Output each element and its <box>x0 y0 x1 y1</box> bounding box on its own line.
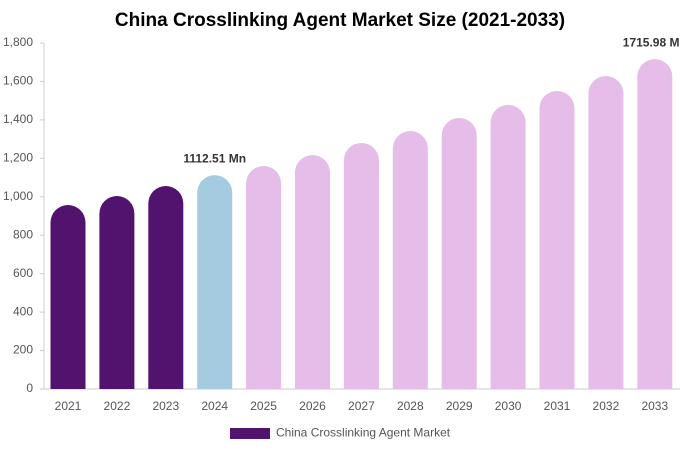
y-tick-label: 800 <box>13 227 33 241</box>
x-tick-label: 2027 <box>348 399 375 413</box>
bar <box>148 186 184 389</box>
x-tick-label: 2021 <box>55 399 82 413</box>
x-tick-label: 2030 <box>495 399 522 413</box>
x-tick-label: 2029 <box>446 399 473 413</box>
y-tick-label: 400 <box>13 304 33 318</box>
y-tick-label: 1,000 <box>3 189 33 203</box>
x-tick-label: 2033 <box>641 399 668 413</box>
y-tick-label: 1,200 <box>3 151 33 165</box>
x-tick-label: 2028 <box>397 399 424 413</box>
bar <box>295 155 330 389</box>
x-tick-label: 2024 <box>201 399 228 413</box>
bar <box>637 59 673 389</box>
y-tick-label: 1,800 <box>3 35 33 49</box>
x-tick-label: 2031 <box>544 399 571 413</box>
bar <box>490 104 526 389</box>
x-tick-label: 2022 <box>104 399 131 413</box>
y-tick-label: 1,400 <box>3 112 33 126</box>
legend-label: China Crosslinking Agent Market <box>276 426 451 440</box>
y-tick-label: 1,600 <box>3 74 33 88</box>
x-tick-label: 2026 <box>299 399 326 413</box>
bar <box>50 205 86 389</box>
bar <box>197 175 233 389</box>
y-tick-label: 200 <box>13 343 33 357</box>
x-tick-label: 2025 <box>250 399 277 413</box>
y-tick-label: 600 <box>13 266 33 280</box>
y-tick-label: 0 <box>26 381 33 395</box>
legend-swatch <box>230 428 270 439</box>
bar <box>588 76 624 390</box>
data-label: 1112.51 Mn <box>183 151 246 165</box>
x-tick-label: 2023 <box>152 399 179 413</box>
bar <box>99 196 135 389</box>
x-tick-label: 2032 <box>593 399 620 413</box>
bar <box>246 166 282 389</box>
bar <box>539 91 575 390</box>
bar <box>392 131 428 389</box>
bar <box>343 142 379 389</box>
bar <box>441 117 477 389</box>
chart-title: China Crosslinking Agent Market Size (20… <box>115 10 565 31</box>
data-label: 1715.98 Mn <box>623 35 680 49</box>
